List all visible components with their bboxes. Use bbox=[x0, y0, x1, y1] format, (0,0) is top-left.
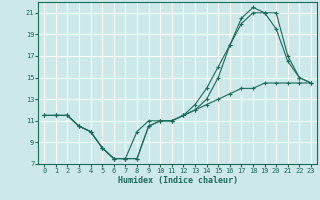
X-axis label: Humidex (Indice chaleur): Humidex (Indice chaleur) bbox=[118, 176, 238, 185]
